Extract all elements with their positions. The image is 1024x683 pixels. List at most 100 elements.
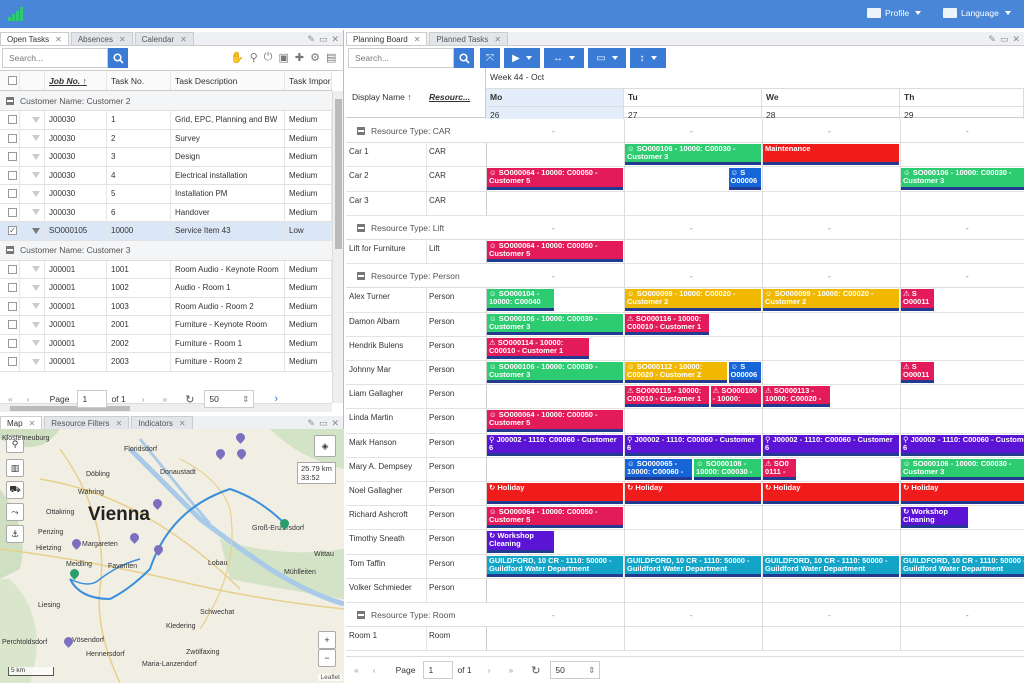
search-button[interactable] xyxy=(454,48,474,68)
table-row[interactable]: J00030 6 Handover Medium xyxy=(0,203,332,222)
page-size-select[interactable]: 50 ⇕ xyxy=(204,390,255,408)
tab-planned-tasks[interactable]: Planned Tasks ✕ xyxy=(429,32,509,45)
close-icon[interactable]: ✕ xyxy=(178,418,186,428)
planned-event[interactable]: GUILDFORD, 10 CR - 1110: 50000 - Guildfor… xyxy=(763,555,899,577)
table-row[interactable]: J00030 1 Grid, EPC, Planning and BW Medium xyxy=(0,111,332,130)
resource-row[interactable]: Johnny Mar Person xyxy=(346,361,1024,386)
resource-row[interactable]: Car 1 CAR xyxy=(346,143,1024,168)
map-attribution[interactable]: Leaflet xyxy=(318,674,342,681)
planned-event[interactable]: ☺ SO000106 - 10000: C00030 - Customer 3 xyxy=(901,458,1024,480)
planned-event[interactable]: ⚠ SO0 0111 - xyxy=(763,458,796,480)
planned-event[interactable]: ☺ SO000099 - 10000: C00020 - Customer 2 xyxy=(763,289,899,311)
map-view[interactable]: ⚲ ▥ ⛟ ⤳ ⚓ ◈ + − Vienna 25.79 km 33:52 5 … xyxy=(0,429,344,683)
planned-event[interactable]: ↻ Workshop Cleaning xyxy=(487,531,554,553)
zoom-in-button[interactable]: + xyxy=(318,631,336,649)
export-icon[interactable]: ▤ xyxy=(325,52,337,64)
close-icon[interactable]: ✕ xyxy=(180,34,187,44)
column-header-importance[interactable]: Task Impor... xyxy=(285,71,332,90)
resource-row[interactable]: Room 1 Room xyxy=(346,627,1024,652)
route-icon[interactable]: ⤳ xyxy=(6,503,24,521)
row-checkbox[interactable] xyxy=(0,129,20,147)
resource-group-header[interactable]: Resource Type: Room - - - - xyxy=(346,603,1024,627)
resource-group-header[interactable]: Resource Type: Lift - - - - xyxy=(346,215,1024,240)
planned-event[interactable]: ☺ SO000108 -10000: C00030 - xyxy=(694,458,761,480)
filter-icon[interactable] xyxy=(20,260,45,278)
planned-event[interactable]: ⚠ SO000114 - 10000: C00010 - Customer 1 xyxy=(487,337,589,359)
first-page-icon[interactable]: « xyxy=(354,665,359,675)
planned-event[interactable]: ↻ Workshop Cleaning xyxy=(901,507,968,529)
planned-event[interactable]: ☺ SO000064 - 10000: C00050 - Customer 5 xyxy=(487,168,623,190)
table-row[interactable]: J00001 2003 Furniture - Room 2 Medium xyxy=(0,353,332,372)
resource-row[interactable]: Car 2 CAR xyxy=(346,167,1024,192)
row-checkbox[interactable] xyxy=(0,111,20,129)
planned-event[interactable]: ⚲ J00002 - 1110: C00060 - Customer 6 xyxy=(901,434,1024,456)
planned-event[interactable]: ☺ SO000106 - 10000: C00030 - Customer 3 xyxy=(625,144,761,166)
hand-icon[interactable]: ✋ xyxy=(230,52,244,64)
collapse-icon[interactable] xyxy=(357,223,365,232)
planned-event[interactable]: ⚠ SO000100- 10000: xyxy=(710,386,761,408)
planned-event[interactable]: ⚠ SO000113 -10000: C00020 - xyxy=(763,386,830,408)
table-row[interactable]: J00001 1002 Audio - Room 1 Medium xyxy=(0,279,332,298)
resource-group-header[interactable]: Resource Type: Person - - - - xyxy=(346,264,1024,289)
collapse-icon[interactable] xyxy=(6,96,14,105)
power-icon[interactable]: ⏻ xyxy=(263,51,273,63)
planned-event[interactable]: ☺ SO000064 - 10000: C00050 - Customer 5 xyxy=(487,507,623,529)
close-icon[interactable]: ✕ xyxy=(55,34,62,44)
planned-event[interactable]: ☺ SO000112 - 10000: C00020 - Customer 2 xyxy=(625,362,727,384)
page-size-select[interactable]: 50 ⇕ xyxy=(550,661,601,679)
task-group-header[interactable]: Customer Name: Customer 2 xyxy=(0,91,332,111)
table-row[interactable]: J00030 3 Design Medium xyxy=(0,148,332,167)
table-row[interactable]: J00030 5 Installation PM Medium xyxy=(0,185,332,204)
task-group-header[interactable]: Customer Name: Customer 3 xyxy=(0,240,332,261)
planned-event[interactable]: ⚠ SO000115 - 10000: C00010 - Customer 1 xyxy=(625,386,709,408)
collapse-button[interactable]: ⤧ xyxy=(480,48,500,68)
scroll-thumb[interactable] xyxy=(10,406,130,411)
planned-event[interactable]: ↻ Holiday xyxy=(487,483,623,505)
planned-event[interactable]: ☺ SO000065 -10000: C00060 - xyxy=(625,458,692,480)
planned-event[interactable]: ⚠ SO000116 - 10000: C00010 - Customer 1 xyxy=(625,313,709,335)
row-checkbox[interactable] xyxy=(0,260,20,278)
day-header[interactable]: We xyxy=(762,88,900,106)
planned-event[interactable]: ☺ S O00006 xyxy=(728,362,761,384)
planned-event[interactable]: GUILDFORD, 10 CR - 1110: 50000 - Guildfor… xyxy=(487,555,623,577)
add-icon[interactable]: ✚ xyxy=(294,52,305,64)
tab-open-tasks[interactable]: Open Tasks ✕ xyxy=(0,32,69,45)
resource-column-header[interactable]: Resourc... xyxy=(429,92,471,102)
collapse-icon[interactable] xyxy=(357,611,365,619)
task-grid-vscrollbar[interactable] xyxy=(332,91,343,403)
resource-row[interactable]: Noel Gallagher Person xyxy=(346,482,1024,507)
row-checkbox[interactable] xyxy=(0,203,20,221)
location-pin-icon[interactable]: ⚲ xyxy=(6,435,24,453)
close-icon[interactable]: ✕ xyxy=(115,418,123,428)
task-grid-hscrollbar[interactable] xyxy=(0,403,332,412)
filter-icon[interactable] xyxy=(20,166,45,184)
resource-row[interactable]: Liam Gallagher Person xyxy=(346,385,1024,410)
tab-planning-board[interactable]: Planning Board ✕ xyxy=(346,32,428,45)
row-checkbox[interactable] xyxy=(0,185,20,203)
close-icon[interactable]: ✕ xyxy=(413,34,421,44)
close-icon[interactable]: ✕ xyxy=(118,34,126,44)
filter-icon[interactable] xyxy=(20,185,45,203)
next-page-icon[interactable]: › xyxy=(141,394,145,404)
resource-row[interactable]: Damon Albarn Person xyxy=(346,312,1024,337)
board-search-input[interactable]: Search... xyxy=(348,48,454,68)
planned-event[interactable]: ☺ SO000064 - 10000: C00050 - Customer 5 xyxy=(487,241,623,263)
table-row[interactable]: J00001 1003 Room Audio - Room 2 Medium xyxy=(0,297,332,316)
planned-event[interactable]: GUILDFORD, 10 CR - 1110: 50000 - Guildfor… xyxy=(625,555,761,577)
day-header[interactable]: Tu xyxy=(624,88,762,106)
planned-event[interactable]: ☺ S O00006 xyxy=(728,168,761,190)
gear-icon[interactable]: ⚙ xyxy=(310,52,320,64)
tab-indicators[interactable]: Indicators ✕ xyxy=(131,416,193,429)
table-row[interactable]: J00001 2002 Furniture - Room 1 Medium xyxy=(0,334,332,353)
row-checkbox[interactable] xyxy=(0,353,20,371)
edit-icon[interactable]: ✎ xyxy=(307,34,315,44)
language-menu[interactable]: Language xyxy=(943,8,1011,18)
maximize-icon[interactable]: ▭ xyxy=(318,418,328,428)
table-row[interactable]: J00030 4 Electrical installation Medium xyxy=(0,166,332,185)
resource-row[interactable]: Car 3 CAR xyxy=(346,191,1024,216)
planned-event[interactable]: ☺ SO000104 -10000: C00040 xyxy=(487,289,554,311)
collapse-icon[interactable] xyxy=(357,127,365,135)
tab-map[interactable]: Map ✕ xyxy=(0,416,43,429)
collapse-icon[interactable] xyxy=(6,246,14,254)
filter-icon[interactable] xyxy=(20,353,45,371)
